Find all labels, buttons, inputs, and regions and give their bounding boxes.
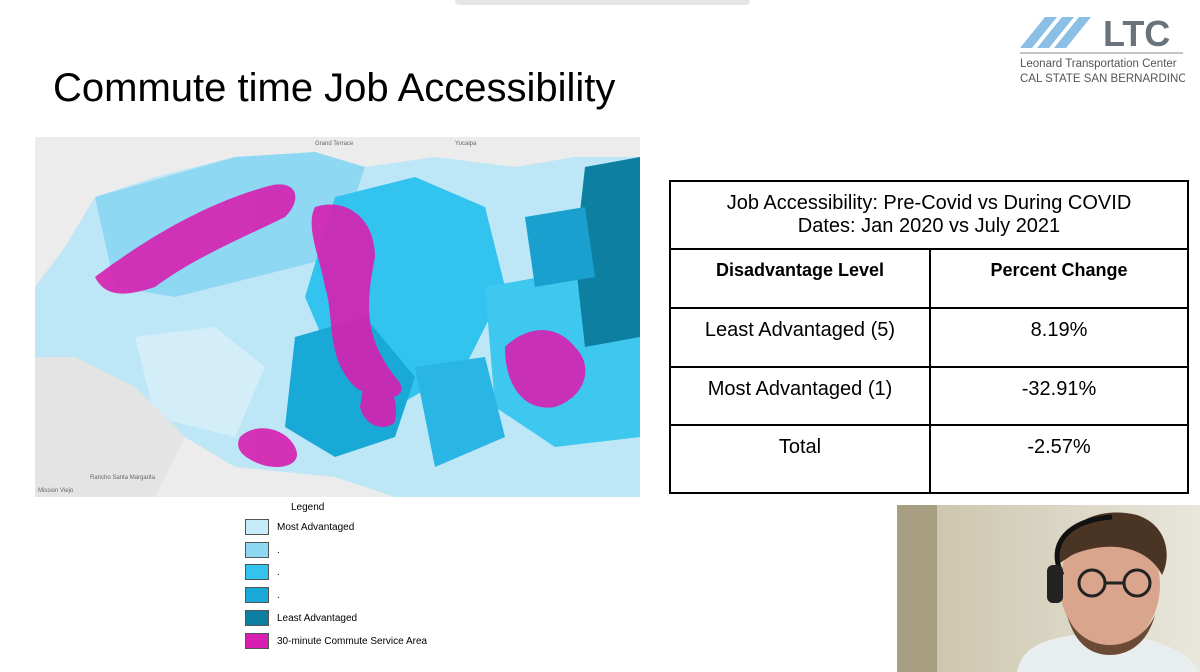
logo: LTC Leonard Transportation Center CAL ST… [1020, 13, 1185, 85]
table-cell: Least Advantaged (5) [669, 307, 931, 368]
legend-swatch [245, 519, 269, 535]
legend-swatch [245, 610, 269, 626]
legend-item: 30-minute Commute Service Area [245, 632, 427, 650]
slide-title: Commute time Job Accessibility [53, 66, 616, 110]
table-cell: Most Advantaged (1) [669, 366, 931, 426]
logo-school: CAL STATE SAN BERNARDINO [1020, 73, 1185, 85]
map: Grand Terrace Yucaipa Rancho Santa Marga… [35, 137, 640, 497]
map-legend: Legend Most Advantaged . . . Least Advan… [245, 500, 465, 655]
column-header: Percent Change [929, 248, 1189, 309]
legend-item: Most Advantaged [245, 518, 354, 536]
table-cell: 8.19% [929, 307, 1189, 368]
legend-item: Least Advantaged [245, 609, 357, 627]
legend-label: . [277, 589, 280, 601]
table-cell: -32.91% [929, 366, 1189, 426]
legend-swatch [245, 633, 269, 649]
place-label: Mission Viejo [38, 488, 74, 494]
place-label: Grand Terrace [315, 141, 354, 147]
legend-swatch [245, 542, 269, 558]
legend-label: 30-minute Commute Service Area [277, 635, 428, 647]
legend-label: . [277, 566, 280, 578]
meeting-tab [455, 0, 750, 5]
data-table: Job Accessibility: Pre-Covid vs During C… [669, 180, 1189, 494]
legend-label: Most Advantaged [277, 521, 355, 533]
place-label: Yucaipa [455, 141, 477, 147]
legend-label: . [277, 544, 280, 556]
table-cell: Total [669, 424, 931, 494]
logo-mark: LTC [1103, 13, 1170, 54]
logo-name: Leonard Transportation Center [1020, 58, 1177, 70]
legend-swatch [245, 564, 269, 580]
legend-label: Least Advantaged [277, 612, 358, 624]
table-title: Job Accessibility: Pre-Covid vs During C… [669, 180, 1189, 250]
table-title-line: Job Accessibility: Pre-Covid vs During C… [726, 192, 1132, 214]
legend-swatch [245, 587, 269, 603]
table-title-line: Dates: Jan 2020 vs July 2021 [797, 215, 1061, 237]
legend-item: . [245, 541, 280, 559]
table-cell: -2.57% [929, 424, 1189, 494]
place-label: Rancho Santa Margarita [90, 475, 156, 481]
column-header: Disadvantage Level [669, 248, 931, 309]
legend-item: . [245, 586, 280, 604]
legend-item: . [245, 563, 280, 581]
webcam-video [897, 505, 1200, 672]
legend-title: Legend [291, 502, 325, 513]
